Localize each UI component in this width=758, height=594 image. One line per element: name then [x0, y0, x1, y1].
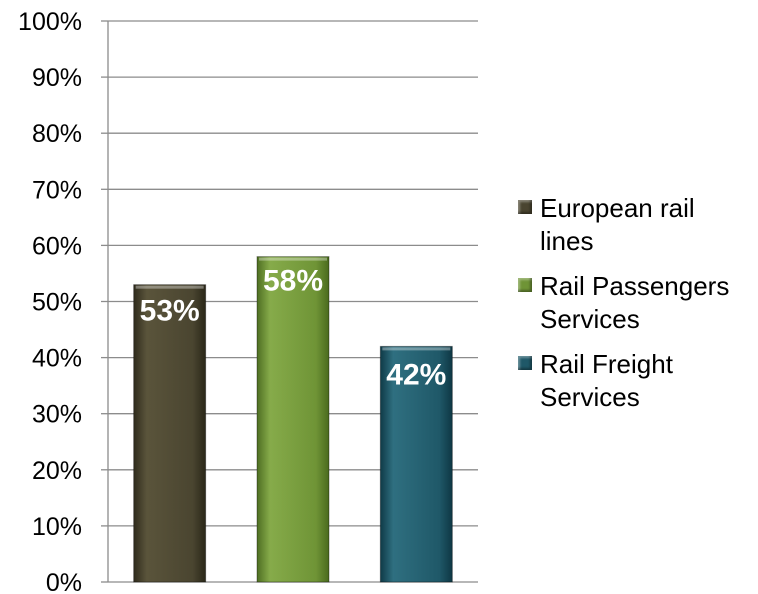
legend-item-rail-passengers-services: Rail Passengers Services [518, 270, 748, 336]
bar-european-rail-lines [133, 284, 207, 583]
y-tick-label: 100% [18, 8, 82, 36]
bar-highlight [382, 347, 451, 351]
legend-label: European rail lines [540, 193, 695, 256]
y-tick-label: 60% [32, 232, 82, 260]
y-tick-label: 20% [32, 457, 82, 485]
legend-swatch [518, 356, 532, 370]
legend-label: Rail Freight Services [540, 349, 673, 412]
y-tick-label: 30% [32, 401, 82, 429]
legend: European rail lines Rail Passengers Serv… [518, 192, 748, 426]
legend-item-european-rail-lines: European rail lines [518, 192, 748, 258]
bar-rail-passengers-services [256, 256, 330, 583]
bar-rail-freight-services [379, 345, 453, 583]
y-tick-label: 80% [32, 120, 82, 148]
y-axis [101, 20, 109, 583]
legend-swatch [518, 200, 532, 214]
legend-label: Rail Passengers Services [540, 271, 730, 334]
y-tick-label: 50% [32, 289, 82, 317]
data-labels: 53% 58% 42% [140, 265, 447, 392]
data-label: 58% [263, 265, 323, 298]
bar-highlight [259, 257, 327, 261]
data-label: 42% [386, 358, 446, 391]
y-tick-label: 0% [46, 569, 82, 594]
bars [133, 256, 453, 583]
legend-item-rail-freight-services: Rail Freight Services [518, 348, 748, 414]
y-tick-labels: 0% 10% 20% 30% 40% 50% 60% 70% 80% 90% 100% [18, 8, 82, 594]
data-label: 53% [140, 295, 200, 328]
y-tick-label: 40% [32, 345, 82, 373]
y-tick-label: 10% [32, 513, 82, 541]
y-tick-label: 90% [32, 64, 82, 92]
y-tick-label: 70% [32, 176, 82, 204]
bar-highlight [135, 285, 204, 289]
legend-swatch [518, 278, 532, 292]
